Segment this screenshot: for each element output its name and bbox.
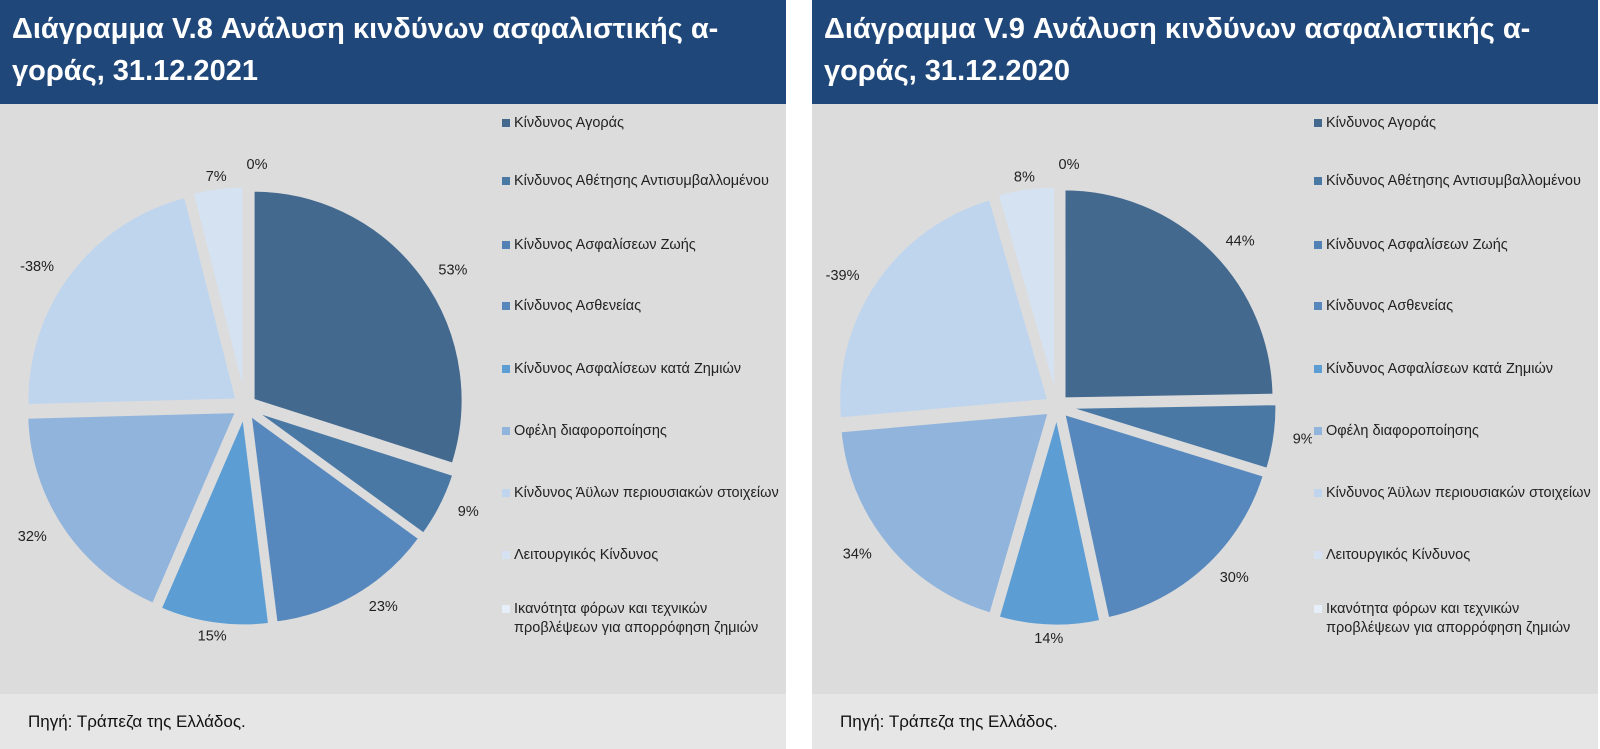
legend-swatch [502, 489, 510, 497]
data-label-2: 9% [458, 504, 479, 520]
legend-swatch [1314, 605, 1322, 613]
legend-label: Λειτουργικός Κίνδυνος [1326, 547, 1471, 563]
pie-slice-6 [838, 410, 1052, 616]
data-label-2: 9% [1293, 432, 1312, 448]
source-note: Πηγή: Τράπεζα της Ελλάδος. [0, 694, 786, 749]
legend-label: Οφέλη διαφοροποίησης [1326, 423, 1479, 439]
legend-label: Κίνδυνος Ασφαλίσεων Ζωής [514, 237, 696, 253]
data-label-1: 53% [438, 262, 467, 278]
legend-swatch [1314, 302, 1322, 310]
legend-label: Κίνδυνος Αθέτησης Αντισυμβαλλομένου [514, 173, 769, 189]
legend-swatch [1314, 551, 1322, 559]
pie-chart: 53% 9% 23% 15% 32% -38% 7% 0% [18, 157, 479, 645]
legend-label: Κίνδυνος Άϋλων περιουσιακών στοιχείων [514, 485, 779, 501]
source-text: Πηγή: Τράπεζα της Ελλάδος. [840, 712, 1058, 731]
legend-swatch [502, 551, 510, 559]
data-label-4: 30% [1220, 570, 1249, 586]
chart-title: Διάγραμμα V.8 Ανάλυση κινδύνων ασφαλιστι… [0, 0, 786, 104]
legend-swatch [1314, 119, 1322, 127]
source-text: Πηγή: Τράπεζα της Ελλάδος. [28, 712, 246, 731]
pie-slice-7 [837, 196, 1051, 421]
data-label-5: 14% [1034, 631, 1063, 647]
legend-label: Ικανότητα φόρων και τεχνικών προβλέψεων … [514, 601, 759, 636]
legend-swatch [1314, 427, 1322, 435]
legend-swatch [502, 605, 510, 613]
legend-swatch [1314, 489, 1322, 497]
legend-label: Κίνδυνος Αγοράς [1326, 115, 1437, 131]
data-label-6: 32% [18, 529, 47, 545]
data-label-7: -39% [826, 268, 860, 284]
pie-slice-4 [1061, 411, 1267, 621]
legend-label: Κίνδυνος Αθέτησης Αντισυμβαλλομένου [1326, 173, 1581, 189]
legend-label: Κίνδυνος Ασφαλίσεων Ζωής [1326, 237, 1508, 253]
pie-slice-4 [248, 411, 422, 625]
pie-chart: 44% 9% 30% 14% 34% -39% 8% 0% [826, 157, 1312, 647]
chart-title-line-2: γοράς, 31.12.2020 [824, 55, 1070, 87]
data-label-8: 8% [1014, 169, 1035, 185]
legend-swatch [502, 365, 510, 373]
chart-area: 44% 9% 30% 14% 34% -39% 8% 0% Κίνδυνος Αγοράς Κί… [812, 104, 1598, 694]
pie-slice-1 [251, 188, 465, 467]
data-label-4: 23% [369, 599, 398, 615]
legend-swatch [502, 119, 510, 127]
legend-label: Κίνδυνος Ασφαλίσεων κατά Ζημιών [514, 361, 742, 377]
legend-swatch [502, 177, 510, 185]
legend-label: Οφέλη διαφοροποίησης [514, 423, 667, 439]
data-label-6: 34% [843, 546, 872, 562]
legend-swatch [1314, 365, 1322, 373]
legend-swatch [502, 241, 510, 249]
data-label-5: 15% [198, 629, 227, 645]
legend-label: Λειτουργικός Κίνδυνος [514, 547, 659, 563]
legend-label: Κίνδυνος Άϋλων περιουσιακών στοιχείων [1326, 485, 1591, 501]
data-label-9: 0% [247, 157, 268, 173]
data-label-8: 7% [206, 169, 227, 185]
legend-swatch [1314, 177, 1322, 185]
chart-title: Διάγραμμα V.9 Ανάλυση κινδύνων ασφαλιστι… [812, 0, 1598, 104]
data-label-7: -38% [20, 259, 54, 275]
chart-panel-2020: Διάγραμμα V.9 Ανάλυση κινδύνων ασφαλιστι… [812, 0, 1598, 749]
pie-slice-7 [25, 194, 239, 408]
legend-label: Κίνδυνος Ασφαλίσεων κατά Ζημιών [1326, 361, 1554, 377]
data-label-1: 44% [1226, 234, 1255, 250]
legend-label: Ικανότητα φόρων και τεχνικών προβλέψεων … [1326, 601, 1571, 636]
source-note: Πηγή: Τράπεζα της Ελλάδος. [812, 694, 1598, 749]
legend-label: Κίνδυνος Αγοράς [514, 115, 625, 131]
pie-slice-2 [253, 409, 456, 537]
legend-label: Κίνδυνος Ασθενείας [514, 298, 642, 314]
pie-slice-8 [190, 184, 246, 397]
pie-slice-5 [996, 415, 1103, 628]
legend-swatch [502, 427, 510, 435]
pie-slice-8 [995, 184, 1058, 397]
legend-swatch [502, 302, 510, 310]
pie-slice-1 [1062, 187, 1276, 401]
chart-title-line-1: Διάγραμμα V.8 Ανάλυση κινδύνων ασφαλιστι… [12, 13, 719, 45]
chart-title-line-2: γοράς, 31.12.2021 [12, 55, 258, 87]
pie-slice-5 [158, 410, 272, 628]
data-label-9: 0% [1059, 157, 1080, 173]
legend-swatch [1314, 241, 1322, 249]
chart-title-line-1: Διάγραμμα V.9 Ανάλυση κινδύνων ασφαλιστι… [824, 13, 1531, 45]
chart-area: 53% 9% 23% 15% 32% -38% 7% 0% Κίνδυνος Αγοράς Κί… [0, 104, 786, 694]
chart-panel-2021: Διάγραμμα V.8 Ανάλυση κινδύνων ασφαλιστι… [0, 0, 786, 749]
pie-slice-6 [25, 410, 240, 607]
pie-slice-2 [1066, 402, 1279, 472]
legend-label: Κίνδυνος Ασθενείας [1326, 298, 1454, 314]
